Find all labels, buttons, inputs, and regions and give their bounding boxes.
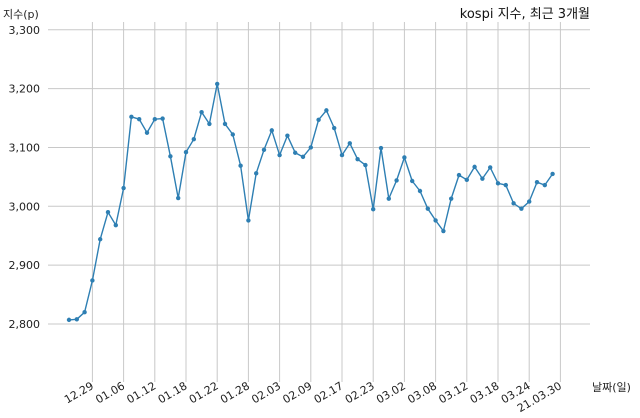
y-axis-label: 지수(p) — [3, 8, 39, 21]
data-point — [82, 310, 87, 315]
data-point — [316, 117, 321, 122]
y-tick-label: 3,300 — [9, 24, 41, 37]
series-layer — [66, 81, 555, 323]
x-tick-label: 02.23 — [343, 379, 377, 406]
data-point — [511, 201, 516, 206]
x-tick-label: 01.18 — [156, 379, 190, 406]
data-point — [285, 133, 290, 138]
x-tick-label: 01.12 — [125, 379, 159, 406]
data-point — [66, 317, 72, 323]
data-point — [503, 182, 508, 188]
data-point — [152, 117, 157, 122]
data-point — [378, 145, 384, 151]
data-point — [105, 209, 111, 215]
data-point — [410, 178, 415, 184]
data-point — [90, 278, 95, 283]
x-tick-label: 03.12 — [437, 379, 471, 406]
data-point — [254, 171, 259, 176]
data-point — [269, 128, 274, 133]
data-point — [386, 196, 391, 201]
data-point — [527, 199, 532, 204]
data-point — [144, 130, 150, 135]
data-point — [300, 154, 306, 160]
data-point — [308, 145, 313, 150]
data-point — [433, 218, 438, 223]
data-point — [98, 237, 103, 242]
data-point — [176, 195, 181, 201]
y-tick-label: 2,900 — [9, 259, 41, 272]
data-point — [332, 125, 337, 131]
data-point — [261, 147, 267, 153]
data-point — [183, 149, 189, 155]
data-point — [425, 206, 430, 211]
data-point — [417, 188, 423, 194]
data-point — [472, 164, 477, 170]
data-point — [449, 196, 454, 201]
y-tick-label: 3,100 — [9, 141, 41, 154]
data-point — [293, 150, 298, 155]
y-tick-label: 3,000 — [9, 200, 41, 213]
y-tick-label: 2,800 — [9, 318, 41, 331]
x-tick-label: 03.02 — [374, 379, 408, 406]
data-point — [191, 137, 196, 142]
data-point — [246, 218, 251, 223]
data-point — [456, 172, 462, 178]
data-point — [230, 132, 235, 137]
data-point — [534, 179, 540, 185]
data-point — [363, 162, 368, 168]
data-point — [113, 222, 119, 228]
data-point — [160, 116, 165, 121]
data-point — [207, 121, 212, 127]
data-point — [277, 152, 282, 158]
x-tick-label: 03.18 — [468, 379, 502, 406]
x-tick-label: 02.17 — [312, 379, 346, 406]
x-tick-label: 02.09 — [281, 379, 315, 406]
data-point — [222, 121, 228, 127]
data-point — [441, 228, 446, 234]
data-point — [137, 117, 142, 122]
x-axis-label: 날짜(일) — [592, 380, 631, 394]
data-point — [347, 141, 352, 146]
x-tick-label: 01.22 — [187, 379, 221, 406]
data-point — [402, 155, 407, 160]
x-tick-label: 02.03 — [249, 379, 283, 406]
data-point — [480, 176, 485, 181]
data-point — [121, 185, 126, 191]
data-point — [542, 182, 547, 188]
data-point — [371, 207, 376, 212]
y-tick-labels: 2,800 2,900 3,000 3,100 3,200 3,300 — [9, 24, 41, 331]
data-point — [355, 157, 360, 162]
data-point — [129, 114, 134, 120]
data-point — [168, 154, 173, 159]
y-tick-label: 3,200 — [9, 83, 41, 96]
chart-title: kospi 지수, 최근 3개월 — [460, 7, 590, 22]
data-point — [464, 177, 469, 183]
data-point — [519, 206, 524, 211]
data-point — [238, 163, 243, 168]
x-tick-label: 12.29 — [62, 379, 96, 406]
x-tick-label: 03.08 — [405, 379, 439, 406]
data-point — [74, 317, 80, 322]
data-point — [488, 165, 493, 170]
data-point — [324, 108, 329, 113]
x-tick-label: 01.28 — [218, 379, 252, 406]
data-point — [394, 178, 399, 183]
grid — [48, 22, 590, 382]
x-tick-label: 01.06 — [93, 379, 127, 406]
data-point — [550, 171, 555, 177]
data-point — [199, 109, 204, 115]
data-point — [495, 181, 501, 186]
data-point — [339, 152, 345, 158]
data-point — [215, 81, 220, 87]
x-tick-labels: 12.2901.0601.1201.1801.2201.2802.0302.09… — [62, 379, 564, 415]
